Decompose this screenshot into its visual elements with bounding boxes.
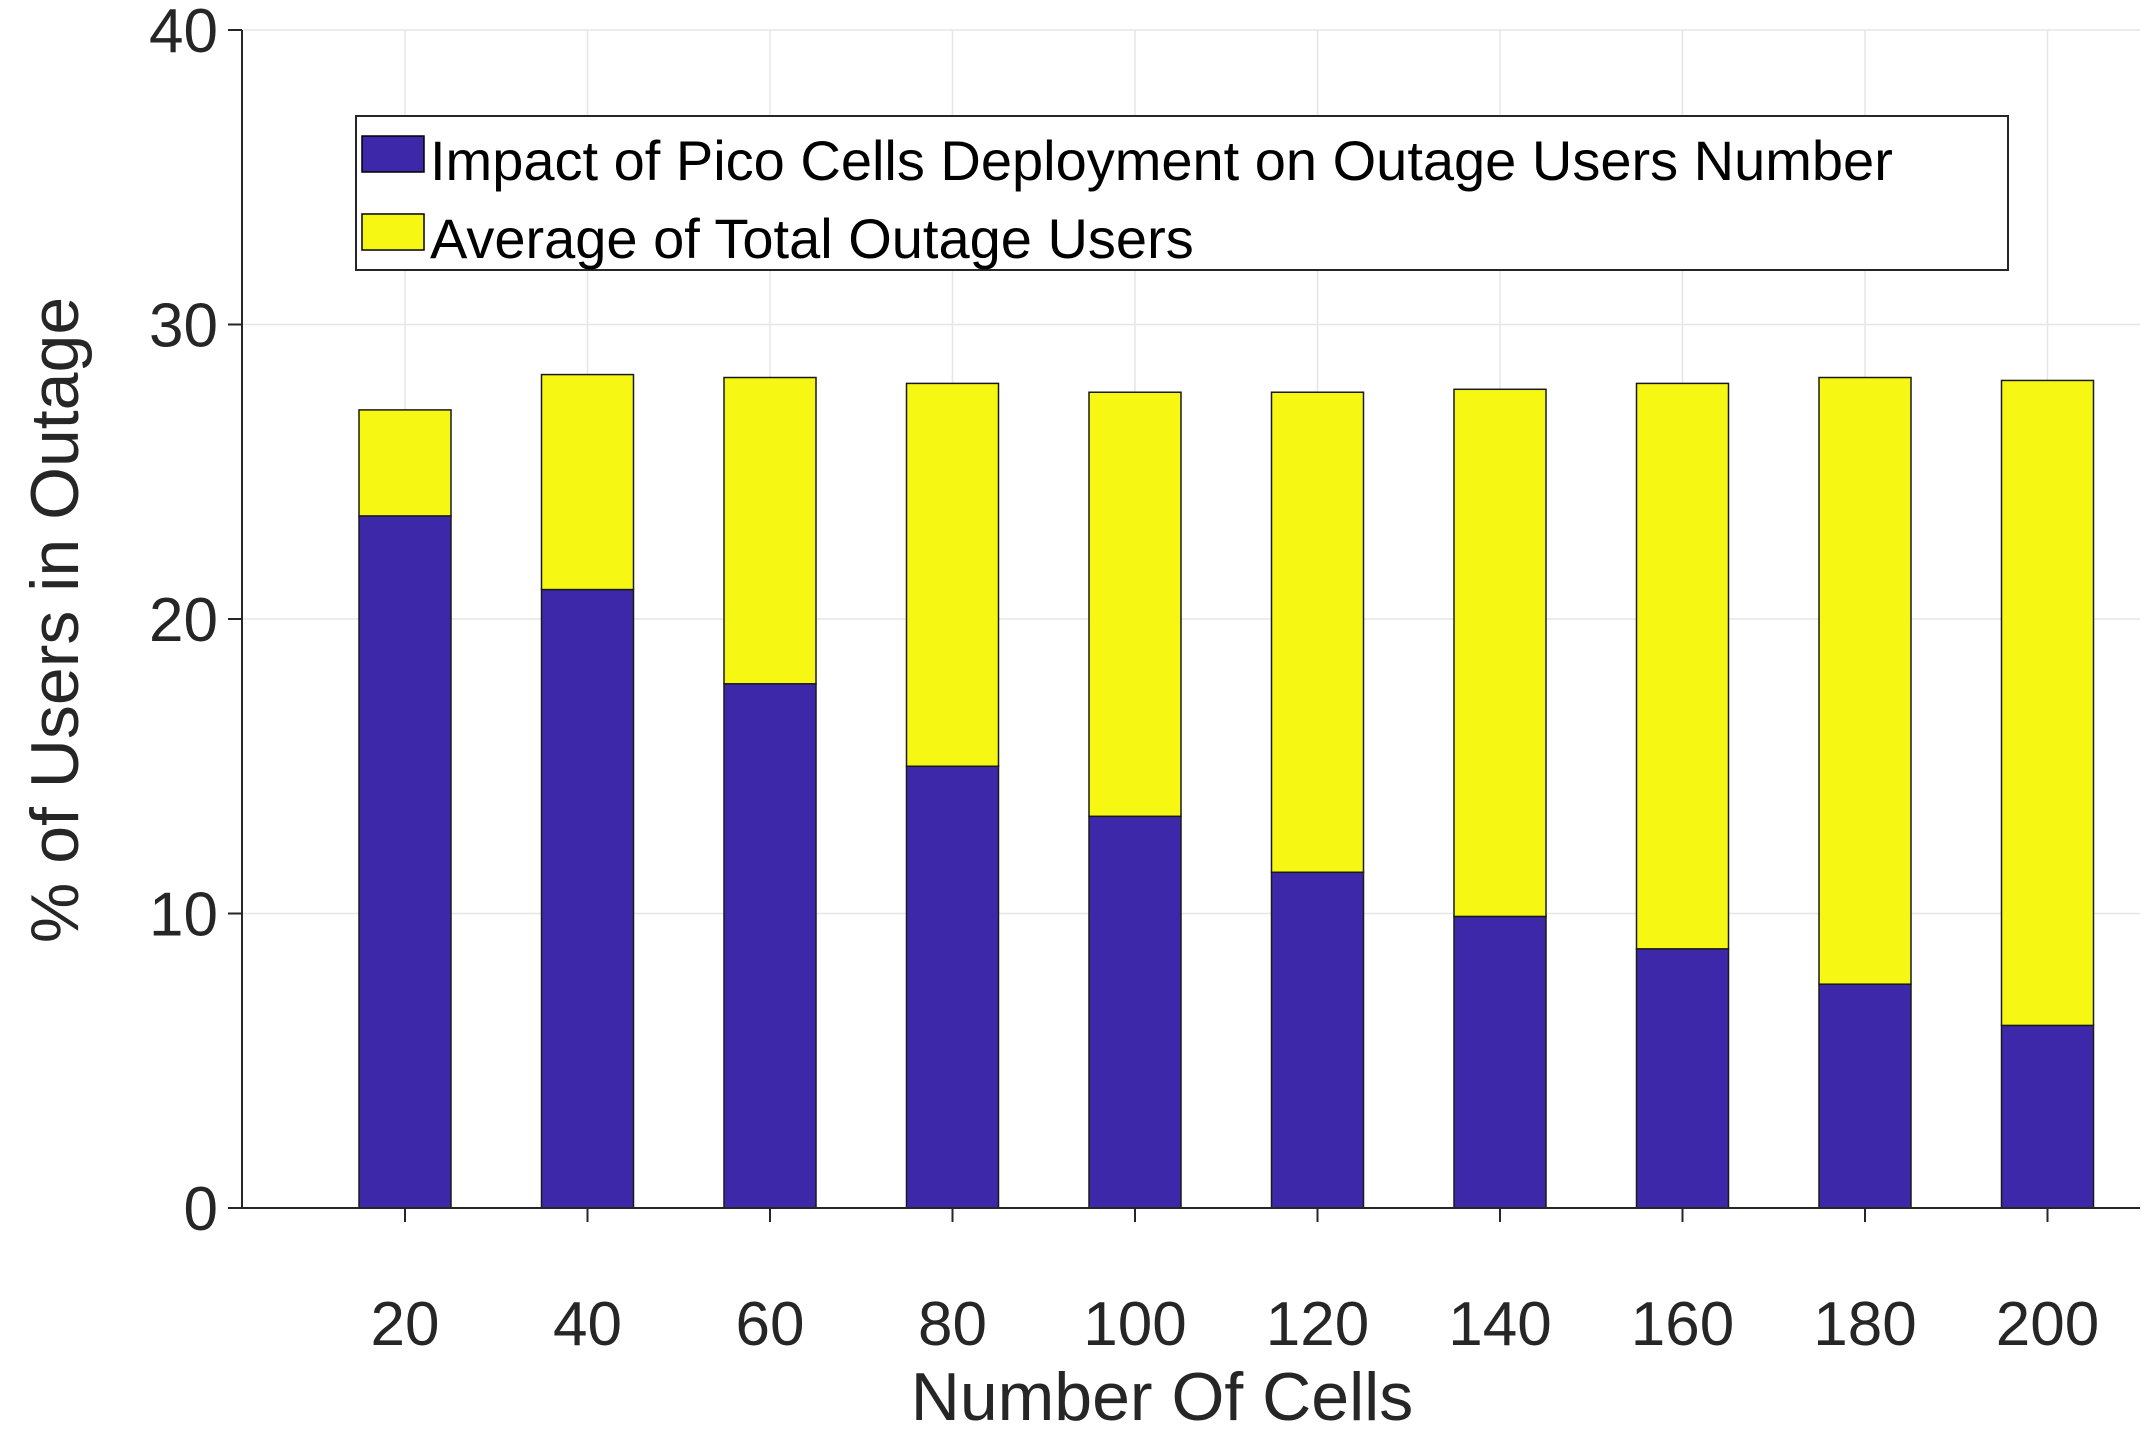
bar-impact-120	[1270, 871, 1365, 1209]
x-tick-label: 60	[736, 1290, 805, 1359]
bar-impact-140	[1453, 915, 1547, 1209]
x-tick-label: 160	[1631, 1290, 1734, 1359]
bar-impact-160	[1635, 948, 1730, 1209]
bar-impact-60	[723, 683, 817, 1209]
bar-average-200	[2000, 379, 2095, 1027]
x-tick-label: 100	[1083, 1290, 1186, 1359]
legend-swatch-impact	[361, 135, 425, 173]
legend-box	[355, 115, 2009, 271]
y-tick-label: 30	[149, 292, 218, 361]
y-axis-title: % of Users in Outage	[17, 297, 93, 943]
y-tick-label: 0	[184, 1175, 218, 1244]
bar-average-40	[540, 373, 635, 591]
y-tick-label: 20	[149, 586, 218, 655]
bar-impact-80	[905, 765, 1000, 1209]
bar-impact-100	[1088, 815, 1182, 1209]
x-tick-label: 40	[553, 1290, 622, 1359]
x-tick-label: 20	[371, 1290, 440, 1359]
x-axis-title: Number Of Cells	[911, 1359, 1414, 1435]
bars	[358, 373, 2095, 1209]
axes	[228, 29, 2140, 1222]
legend: Impact of Pico Cells Deployment on Outag…	[355, 115, 2009, 271]
bar-average-160	[1635, 382, 1730, 950]
bar-average-80	[905, 382, 1000, 767]
x-tick-label: 120	[1266, 1290, 1369, 1359]
bar-impact-200	[2000, 1024, 2095, 1209]
bar-average-180	[1818, 376, 1912, 985]
bar-impact-180	[1818, 983, 1912, 1209]
bar-average-100	[1088, 391, 1182, 818]
x-tick-label: 140	[1448, 1290, 1551, 1359]
bar-average-60	[723, 376, 817, 685]
bar-impact-20	[358, 515, 452, 1209]
x-tick-label: 80	[918, 1290, 987, 1359]
legend-label-average: Average of Total Outage Users	[430, 207, 1194, 270]
x-tick-label: 200	[1996, 1290, 2099, 1359]
bar-impact-40	[540, 588, 635, 1209]
bar-average-20	[358, 409, 452, 517]
legend-swatch-average	[361, 213, 425, 251]
bar-average-140	[1453, 388, 1547, 918]
x-tick-label: 180	[1813, 1290, 1916, 1359]
tick-labels: 0 10 20 30 40 20 40 60 80 100 120 140 160 180 200	[149, 0, 2099, 1359]
y-tick-label: 10	[149, 881, 218, 950]
legend-label-impact: Impact of Pico Cells Deployment on Outag…	[430, 129, 1893, 192]
bar-average-120	[1270, 391, 1365, 874]
y-tick-label: 40	[149, 0, 218, 66]
